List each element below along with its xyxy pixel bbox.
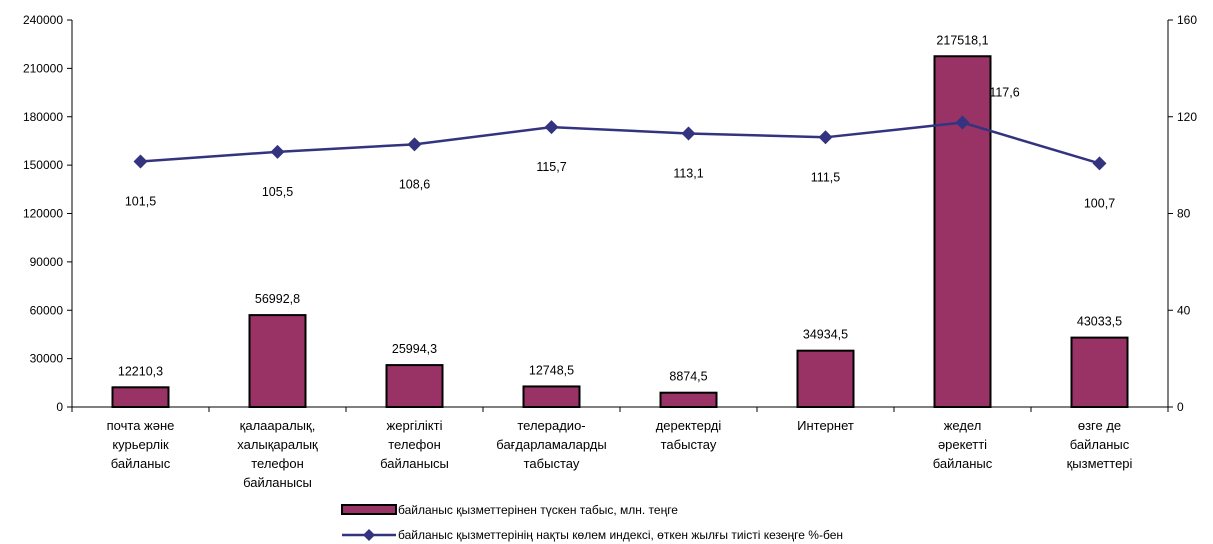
bar-data-labels: 12210,3 56992,8 25994,3 12748,5 8874,5 34934,…: [118, 33, 1122, 383]
line-point-marker: [407, 137, 422, 152]
line-point-marker: [270, 144, 285, 159]
category-label: деректерді табыстау: [656, 418, 722, 452]
y-left-tick-label: 210000: [23, 61, 63, 75]
y-left-tick-label: 240000: [23, 13, 63, 27]
bar: [1070, 336, 1129, 409]
bar: [385, 364, 444, 409]
category-label-line: жедел: [944, 418, 982, 433]
category-label-line: почта және: [107, 418, 175, 433]
category-label-line: табыстау: [661, 437, 717, 452]
category-label-line: курьерлік: [112, 437, 169, 452]
line-point-marker: [133, 154, 148, 169]
line-data-label: 111,5: [811, 170, 840, 184]
legend: байланыс қызметтерінен түскен табыс, млн…: [341, 503, 843, 542]
category-label-line: байланысы: [243, 475, 312, 490]
category-label-line: телефон: [388, 437, 441, 452]
category-label: Интернет: [797, 418, 854, 433]
legend-diamond-marker: [363, 529, 375, 541]
category-label-line: әрекетті: [938, 437, 987, 452]
line-path: [140, 121, 1100, 165]
axes: 0 30000 60000 90000 120000 150000 180000 210000…: [23, 13, 1197, 414]
line-data-labels: 101,5 105,5 108,6 115,7 113,1 111,5 117,6 100,7: [125, 86, 1115, 211]
legend-bar-label: байланыс қызметтерінен түскен табыс, млн…: [398, 503, 678, 517]
bar-series: [111, 55, 1129, 409]
category-label-line: байланысы: [380, 456, 449, 471]
category-label-line: байланыс: [933, 456, 993, 471]
category-label-line: байланыс: [1070, 437, 1130, 452]
category-label: телерадио-бағдарламаларды табыстау: [496, 418, 606, 471]
line-data-label: 100,7: [1084, 196, 1115, 210]
y-right-tick-label: 80: [1177, 207, 1191, 221]
y-left-tick-label: 90000: [30, 255, 64, 269]
line-series: [133, 115, 1107, 171]
category-label-line: телерадио-: [517, 418, 585, 433]
bar-data-label: 34934,5: [803, 328, 848, 342]
line-data-label: 101,5: [125, 194, 156, 208]
category-label-line: қызметтері: [1067, 456, 1133, 471]
category-label: қалааралық, халықаралық телефон байланысы: [237, 418, 318, 490]
line-point-marker: [544, 120, 559, 135]
category-label-line: халықаралық: [237, 437, 318, 452]
line-data-label: 113,1: [673, 166, 703, 180]
line-point-marker: [955, 115, 970, 130]
bar: [522, 385, 581, 409]
bar: [248, 314, 307, 409]
category-label-line: жергілікті: [387, 418, 443, 433]
y-right-tick-label: 40: [1177, 303, 1191, 317]
y-left-tick-label: 30000: [30, 352, 64, 366]
line-point-marker: [1092, 156, 1107, 171]
y-right-tick-label: 160: [1177, 13, 1197, 27]
y-left-tick-label: 60000: [30, 303, 64, 317]
category-label: жергілікті телефон байланысы: [380, 418, 449, 471]
bar-data-label: 56992,8: [255, 292, 300, 306]
line-data-label: 115,7: [536, 160, 566, 174]
category-label: почта және курьерлік байланыс: [107, 418, 175, 471]
category-label: өзге де байланыс қызметтері: [1067, 418, 1133, 471]
category-label-line: өзге де: [1078, 418, 1121, 433]
category-label-line: Интернет: [797, 418, 854, 433]
bar-data-label: 12210,3: [118, 364, 163, 378]
legend-bar-swatch: [341, 504, 397, 515]
y-right-tick-label: 120: [1177, 110, 1197, 124]
y-left-tick-label: 0: [56, 400, 63, 414]
y-left-tick-label: 150000: [23, 158, 63, 172]
bar-data-label: 8874,5: [669, 370, 707, 384]
bar-data-label: 43033,5: [1077, 315, 1122, 329]
category-label-line: табыстау: [524, 456, 580, 471]
y-right-tick-label: 0: [1177, 400, 1184, 414]
category-label-line: бағдарламаларды: [496, 437, 606, 452]
category-label-line: телефон: [251, 456, 304, 471]
bar: [933, 55, 992, 408]
category-label-line: деректерді: [656, 418, 722, 433]
bar: [111, 386, 170, 408]
category-label-line: байланыс: [111, 456, 171, 471]
line-data-label: 117,6: [989, 86, 1019, 100]
bar-data-label: 12748,5: [529, 363, 574, 377]
category-labels: почта және курьерлік байланыс қалааралық, ха…: [107, 418, 1133, 490]
category-label-line: қалааралық,: [240, 418, 316, 433]
y-left-tick-label: 180000: [23, 110, 63, 124]
bar-data-label: 25994,3: [392, 342, 437, 356]
line-data-label: 108,6: [399, 177, 430, 191]
y-left-tick-label: 120000: [23, 207, 63, 221]
bar: [796, 349, 855, 409]
line-point-marker: [681, 126, 696, 141]
bar: [659, 391, 718, 409]
legend-line-label: байланыс қызметтерінің нақты көлем индек…: [398, 528, 843, 542]
category-label: жедел әрекетті байланыс: [933, 418, 993, 471]
line-point-marker: [818, 130, 833, 145]
bar-data-label: 217518,1: [936, 33, 988, 47]
line-data-label: 105,5: [262, 185, 293, 199]
